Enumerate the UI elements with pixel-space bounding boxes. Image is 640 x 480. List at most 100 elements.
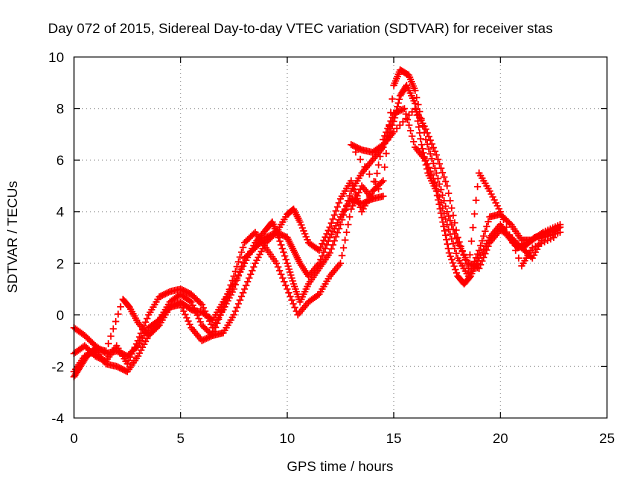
data-point-marker <box>158 291 166 299</box>
data-point-marker <box>204 314 212 322</box>
data-point-marker <box>440 173 448 181</box>
data-point-marker <box>353 144 361 152</box>
data-point-marker <box>481 227 489 235</box>
data-point-marker <box>97 355 105 363</box>
data-point-marker <box>234 258 242 266</box>
data-point-marker <box>180 307 188 315</box>
data-point-marker <box>449 259 457 267</box>
data-point-marker <box>445 212 453 220</box>
data-point-marker <box>480 232 488 240</box>
data-point-marker <box>452 249 460 257</box>
data-point-marker <box>469 224 477 232</box>
data-point-marker <box>262 234 270 241</box>
data-point-marker <box>285 289 293 297</box>
data-point-marker <box>161 290 169 298</box>
data-point-marker <box>326 249 334 257</box>
data-point-marker <box>448 256 456 264</box>
data-point-marker <box>314 291 322 299</box>
data-point-marker <box>177 301 185 309</box>
data-point-marker <box>379 177 387 185</box>
data-point-marker <box>279 231 287 239</box>
data-point-marker <box>434 155 442 163</box>
data-point-marker <box>327 219 335 227</box>
data-point-marker <box>114 310 122 318</box>
data-point-marker <box>160 291 168 299</box>
data-point-marker <box>122 351 130 359</box>
y-axis-label: SDTVAR / TECUs <box>4 181 20 293</box>
data-point-marker <box>349 181 357 189</box>
chart-title: Day 072 of 2015, Sidereal Day-to-day VTE… <box>48 20 553 36</box>
data-point-marker <box>453 269 461 277</box>
data-point-marker <box>385 122 393 130</box>
data-point-marker <box>199 304 207 312</box>
data-point-marker <box>349 202 357 210</box>
data-point-marker <box>457 242 465 250</box>
data-point-marker <box>404 116 412 124</box>
data-point-marker <box>344 221 352 229</box>
data-point-marker <box>183 288 191 296</box>
data-point-marker <box>236 253 244 261</box>
data-point-marker <box>426 136 434 144</box>
data-point-marker <box>528 244 536 252</box>
data-point-marker <box>113 362 121 370</box>
data-point-marker <box>195 315 203 323</box>
data-point-marker <box>320 248 328 256</box>
data-point-marker <box>353 192 361 200</box>
data-point-marker <box>443 182 451 190</box>
data-point-marker <box>469 261 477 269</box>
data-point-marker <box>393 108 401 116</box>
data-point-marker <box>276 267 284 275</box>
data-point-marker <box>451 219 459 227</box>
data-point-marker <box>475 246 483 254</box>
data-point-marker <box>441 227 449 235</box>
data-point-marker <box>390 110 398 118</box>
data-point-marker <box>155 293 163 301</box>
data-point-marker <box>471 262 479 270</box>
data-point-marker <box>201 307 209 315</box>
data-point-marker <box>104 340 112 348</box>
data-point-marker <box>163 289 171 297</box>
data-point-marker <box>397 106 405 114</box>
data-point-marker <box>324 227 332 235</box>
data-point-marker <box>154 323 162 331</box>
data-point-marker <box>291 303 299 311</box>
data-point-marker <box>467 261 475 269</box>
data-point-marker <box>347 141 355 149</box>
data-point-marker <box>483 246 491 254</box>
data-point-marker <box>206 317 214 325</box>
data-point-marker <box>439 169 447 177</box>
data-point-marker <box>116 364 124 372</box>
data-point-marker <box>544 236 552 244</box>
data-point-marker <box>247 270 255 278</box>
data-point-marker <box>315 246 323 254</box>
data-point-marker <box>455 238 463 246</box>
data-point-marker <box>183 314 191 322</box>
data-point-marker <box>184 289 192 297</box>
data-point-marker <box>224 290 232 298</box>
data-point-marker <box>266 231 274 239</box>
data-point-marker <box>225 285 233 293</box>
data-point-marker <box>335 199 343 207</box>
data-point-marker <box>512 246 520 254</box>
data-point-marker <box>122 367 130 375</box>
data-point-marker <box>250 230 258 238</box>
data-point-marker <box>277 270 285 278</box>
data-point-marker <box>209 331 217 339</box>
data-point-marker <box>273 259 281 267</box>
data-point-marker <box>356 155 364 163</box>
data-point-marker <box>382 150 390 158</box>
x-tick-label: 15 <box>386 430 402 446</box>
data-point-marker <box>352 143 360 151</box>
data-point-marker <box>330 237 338 245</box>
data-point-marker <box>215 315 223 323</box>
y-tick-label: -4 <box>52 410 65 426</box>
data-point-marker <box>228 277 236 285</box>
data-point-marker <box>388 95 396 103</box>
data-point-marker <box>198 337 206 345</box>
data-point-marker <box>245 274 253 282</box>
data-point-marker <box>449 225 457 233</box>
data-point-marker <box>396 121 404 129</box>
data-point-marker <box>378 178 386 186</box>
data-point-marker <box>137 329 145 337</box>
data-point-marker <box>446 197 454 205</box>
